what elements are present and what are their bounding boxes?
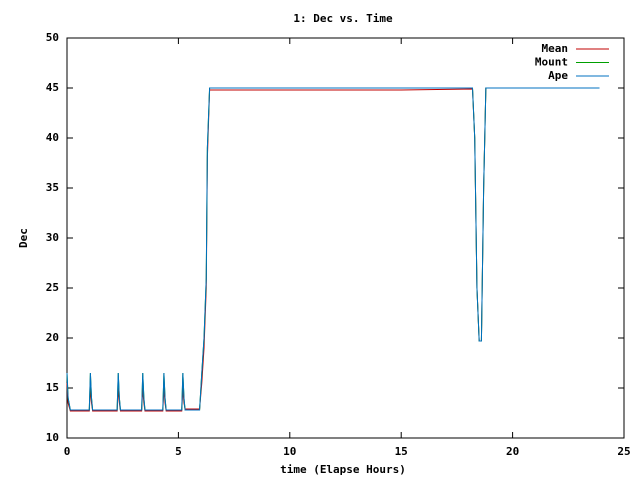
- x-tick-label: 15: [395, 445, 408, 458]
- y-tick-label: 40: [46, 131, 59, 144]
- x-tick-label: 20: [506, 445, 519, 458]
- legend-label: Mean: [542, 42, 569, 55]
- x-tick-label: 25: [617, 445, 630, 458]
- legend-label: Ape: [548, 69, 568, 82]
- y-axis-label: Dec: [17, 228, 30, 248]
- y-tick-label: 25: [46, 281, 59, 294]
- y-tick-label: 10: [46, 431, 59, 444]
- y-tick-label: 50: [46, 31, 59, 44]
- y-tick-label: 30: [46, 231, 59, 244]
- x-tick-label: 0: [64, 445, 71, 458]
- legend-label: Mount: [535, 56, 568, 69]
- x-tick-label: 10: [283, 445, 296, 458]
- series-line: [66, 87, 600, 411]
- chart-title: 1: Dec vs. Time: [293, 12, 393, 25]
- y-tick-label: 20: [46, 331, 59, 344]
- x-tick-label: 5: [175, 445, 182, 458]
- y-tick-label: 15: [46, 381, 59, 394]
- y-tick-label: 35: [46, 181, 59, 194]
- x-axis-label: time (Elapse Hours): [280, 463, 406, 476]
- y-tick-label: 45: [46, 81, 59, 94]
